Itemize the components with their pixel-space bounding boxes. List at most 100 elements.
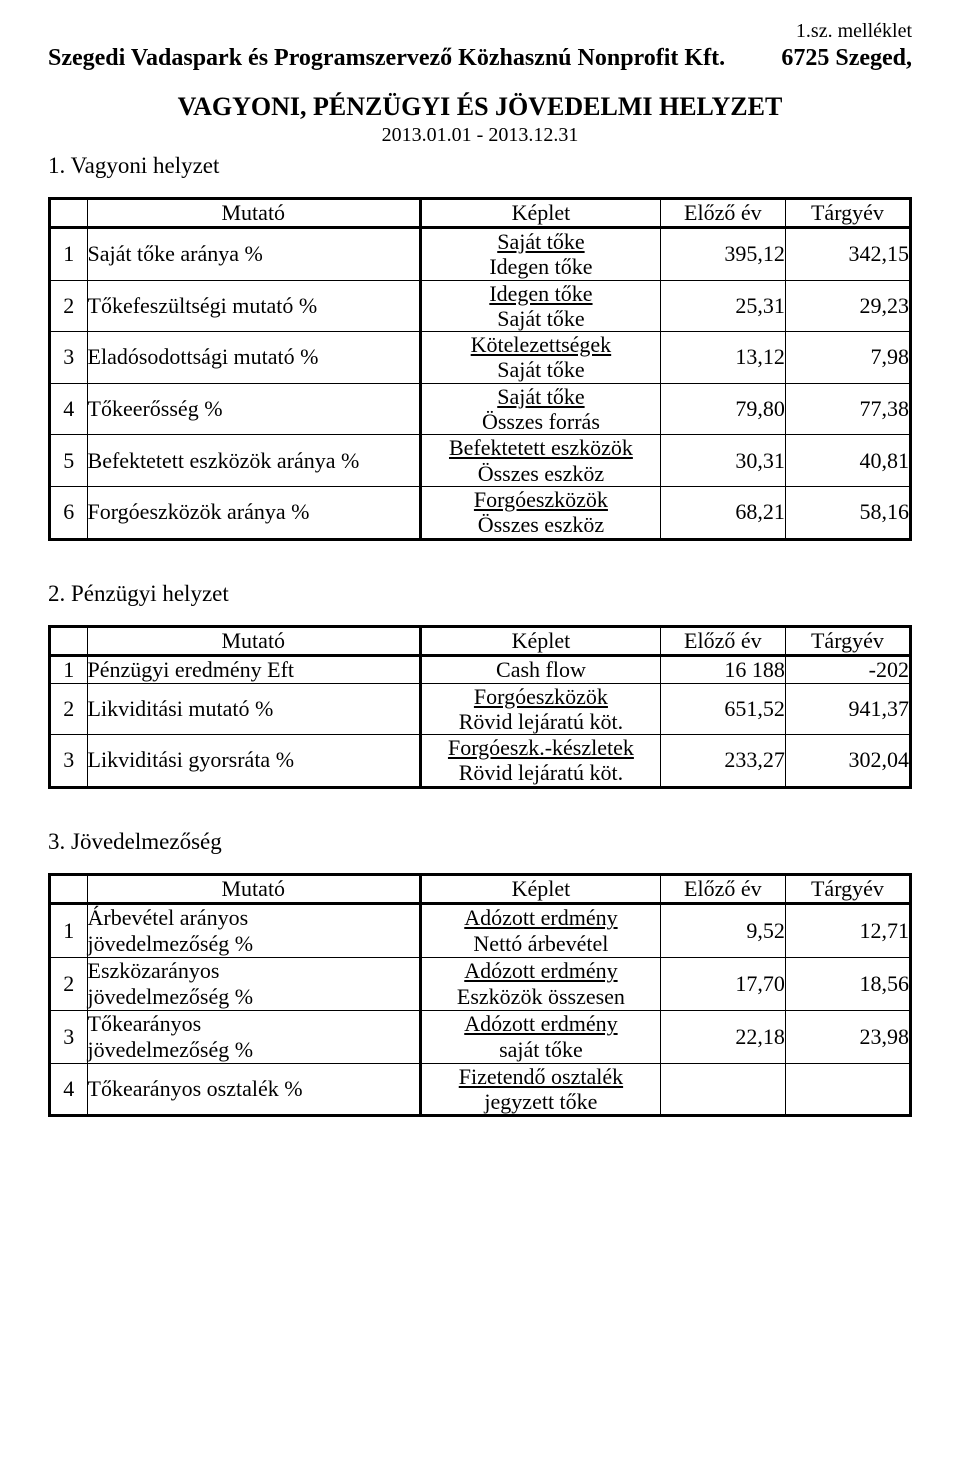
formula-numerator: Fizetendő osztalék [422,1064,660,1089]
table-header-row: Mutató Képlet Előző év Tárgyév [50,199,911,228]
formula-denominator: Összes forrás [422,409,660,434]
header-curr: Tárgyév [785,626,910,655]
row-keplet: Forgóeszközök Összes eszköz [421,486,661,539]
row-mutato: Eszközarányos jövedelmezőség % [87,957,421,1010]
formula-denominator: jegyzett tőke [422,1089,660,1114]
row-index: 2 [50,957,88,1010]
row-prev: 25,31 [660,280,785,332]
row-index: 6 [50,486,88,539]
row-prev: 68,21 [660,486,785,539]
formula-denominator: Saját tőke [422,357,660,382]
row-curr: 40,81 [785,435,910,487]
row-prev: 233,27 [660,735,785,788]
formula-numerator: Adózott erdmény [422,1011,660,1036]
row-prev: 22,18 [660,1010,785,1063]
formula-numerator: Forgóeszközök [422,684,660,709]
row-prev: 16 188 [660,655,785,683]
row-mutato: Saját tőke aránya % [87,228,421,281]
org-header: Szegedi Vadaspark és Programszervező Köz… [48,45,912,72]
formula-numerator: Saját tőke [422,384,660,409]
mutato-line1: Eszközarányos [88,958,420,984]
row-keplet: Befektetett eszközök Összes eszköz [421,435,661,487]
table-row: 4 Tőkeerősség % Saját tőke Összes forrás… [50,383,911,435]
org-address: 6725 Szeged, [781,45,912,72]
table-row: 3 Likviditási gyorsráta % Forgóeszk.-kés… [50,735,911,788]
row-index: 5 [50,435,88,487]
table-row: 4 Tőkearányos osztalék % Fizetendő oszta… [50,1063,911,1116]
formula-denominator: saját tőke [422,1037,660,1062]
row-mutato: Tőkeerősség % [87,383,421,435]
row-index: 2 [50,280,88,332]
row-keplet: Forgóeszk.-készletek Rövid lejáratú köt. [421,735,661,788]
mutato-line2: jövedelmezőség % [88,931,420,957]
row-keplet: Adózott erdmény Eszközök összesen [421,957,661,1010]
formula-denominator: Idegen tőke [422,254,660,279]
row-curr: 23,98 [785,1010,910,1063]
row-index: 4 [50,1063,88,1116]
formula-denominator: Eszközök összesen [422,984,660,1009]
row-prev: 79,80 [660,383,785,435]
row-mutato: Tőkearányos osztalék % [87,1063,421,1116]
row-mutato: Pénzügyi eredmény Eft [87,655,421,683]
row-curr: 18,56 [785,957,910,1010]
formula-denominator: Saját tőke [422,306,660,331]
header-keplet: Képlet [421,626,661,655]
row-prev: 30,31 [660,435,785,487]
header-mutato: Mutató [87,626,421,655]
row-mutato: Forgóeszközök aránya % [87,486,421,539]
table-row: 2 Eszközarányos jövedelmezőség % Adózott… [50,957,911,1010]
mutato-line2: jövedelmezőség % [88,984,420,1010]
date-range: 2013.01.01 - 2013.12.31 [48,124,912,147]
row-index: 3 [50,735,88,788]
formula-numerator: Befektetett eszközök [422,435,660,460]
table-row: 1 Pénzügyi eredmény Eft Cash flow 16 188… [50,655,911,683]
formula-numerator: Forgóeszk.-készletek [422,735,660,760]
mutato-line1: Árbevétel arányos [88,905,420,931]
row-prev: 17,70 [660,957,785,1010]
row-keplet: Saját tőke Összes forrás [421,383,661,435]
row-mutato: Eladósodottsági mutató % [87,332,421,384]
row-curr: 7,98 [785,332,910,384]
formula-denominator: Nettó árbevétel [422,931,660,956]
header-curr: Tárgyév [785,874,910,903]
row-prev: 9,52 [660,903,785,957]
section2-heading: 2. Pénzügyi helyzet [48,581,912,607]
row-curr: 29,23 [785,280,910,332]
header-blank [50,626,88,655]
header-keplet: Képlet [421,874,661,903]
formula-denominator: Rövid lejáratú köt. [422,709,660,734]
table-header-row: Mutató Képlet Előző év Tárgyév [50,874,911,903]
table-row: 2 Tőkefeszültségi mutató % Idegen tőke S… [50,280,911,332]
row-prev [660,1063,785,1116]
table-row: 5 Befektetett eszközök aránya % Befektet… [50,435,911,487]
row-mutato: Tőkearányos jövedelmezőség % [87,1010,421,1063]
table-row: 1 Saját tőke aránya % Saját tőke Idegen … [50,228,911,281]
org-name: Szegedi Vadaspark és Programszervező Köz… [48,45,725,72]
section3-table: Mutató Képlet Előző év Tárgyév 1 Árbevét… [48,873,912,1118]
row-keplet: Cash flow [421,655,661,683]
row-curr [785,1063,910,1116]
row-keplet: Kötelezettségek Saját tőke [421,332,661,384]
row-mutato: Árbevétel arányos jövedelmezőség % [87,903,421,957]
header-prev: Előző év [660,626,785,655]
formula-numerator: Idegen tőke [422,281,660,306]
row-curr: 77,38 [785,383,910,435]
section1-table: Mutató Képlet Előző év Tárgyév 1 Saját t… [48,197,912,541]
header-curr: Tárgyév [785,199,910,228]
formula-denominator: Összes eszköz [422,512,660,537]
table-row: 6 Forgóeszközök aránya % Forgóeszközök Ö… [50,486,911,539]
row-index: 3 [50,332,88,384]
row-curr: 941,37 [785,683,910,735]
table-row: 3 Tőkearányos jövedelmezőség % Adózott e… [50,1010,911,1063]
table-row: 1 Árbevétel arányos jövedelmezőség % Adó… [50,903,911,957]
row-keplet: Idegen tőke Saját tőke [421,280,661,332]
row-keplet: Adózott erdmény saját tőke [421,1010,661,1063]
row-curr: 342,15 [785,228,910,281]
section1-heading: 1. Vagyoni helyzet [48,153,912,179]
row-index: 1 [50,655,88,683]
section3-heading: 3. Jövedelmezőség [48,829,912,855]
row-mutato: Tőkefeszültségi mutató % [87,280,421,332]
row-prev: 651,52 [660,683,785,735]
row-index: 2 [50,683,88,735]
row-mutato: Befektetett eszközök aránya % [87,435,421,487]
